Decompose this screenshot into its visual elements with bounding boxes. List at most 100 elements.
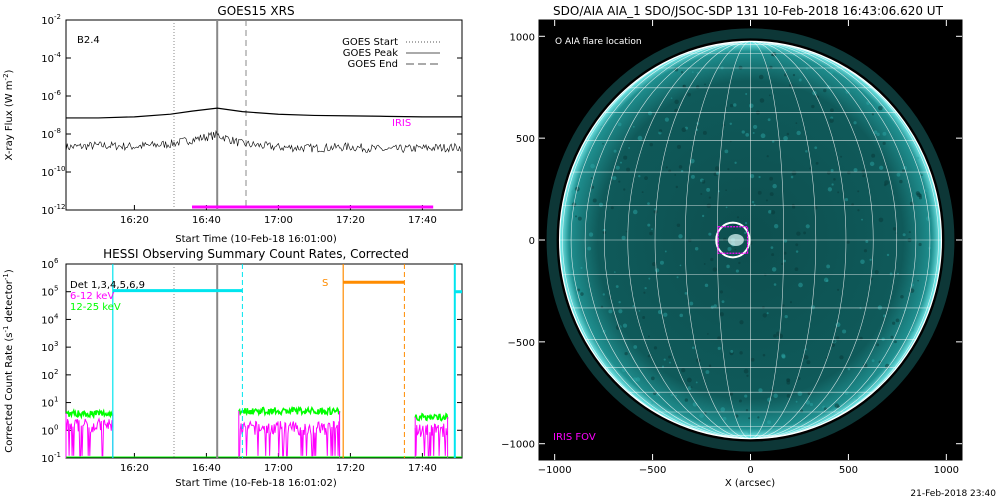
aia-title: SDO/AIA AIA_1 SDO/JSOC-SDP 131 10-Feb-20… [553, 4, 944, 18]
aia-texture-speck [876, 132, 880, 137]
aia-texture-speck [668, 355, 671, 359]
aia-texture-speck [729, 140, 732, 143]
aia-texture-speck [786, 378, 790, 383]
aia-texture-speck [830, 168, 834, 172]
aia-texture-speck [626, 167, 631, 172]
aia-texture-speck [795, 243, 799, 247]
aia-texture-speck [618, 309, 623, 314]
goes-title: GOES15 XRS [217, 4, 294, 18]
aia-texture-speck [807, 391, 811, 396]
aia-texture-speck [600, 125, 603, 128]
aia-texture-speck [876, 343, 880, 347]
aia-texture-speck [861, 169, 866, 174]
aia-texture-speck [752, 131, 755, 134]
aia-texture-speck [647, 354, 651, 358]
aia-texture-speck [695, 381, 698, 384]
aia-texture-speck [846, 240, 850, 244]
aia-texture-speck [908, 231, 911, 234]
aia-texture-speck [675, 185, 679, 189]
aia-ytick-label: 0 [529, 236, 535, 247]
aia-texture-speck [644, 287, 647, 290]
aia-longitude-line [584, 41, 751, 439]
aia-texture-speck [704, 283, 709, 288]
aia-texture-speck [842, 329, 847, 334]
aia-texture-speck [743, 368, 749, 374]
aia-texture-speck [766, 155, 769, 158]
aia-texture-speck [800, 409, 804, 413]
aia-texture-speck [659, 260, 664, 265]
aia-texture-speck [623, 188, 626, 191]
aia-texture-speck [768, 210, 772, 214]
hessi-ytick-label: 10 [41, 288, 54, 299]
aia-texture-speck [862, 174, 866, 178]
aia-texture-speck [831, 183, 834, 186]
aia-longitude-line [750, 41, 817, 439]
aia-texture-speck [865, 239, 869, 243]
hessi-ylabel-part: Corrected Count Rate (s [4, 333, 15, 453]
aia-texture-speck [744, 394, 748, 398]
aia-texture-speck [701, 180, 706, 184]
aia-texture-speck [769, 192, 774, 197]
aia-longitude-line [717, 41, 751, 439]
aia-texture-speck [691, 71, 694, 74]
aia-flare-circle [715, 221, 751, 259]
aia-texture-speck [674, 99, 679, 105]
aia-texture-speck [837, 191, 840, 194]
aia-texture-speck [590, 163, 595, 169]
goes-plot-frame [65, 19, 463, 211]
aia-texture-speck [844, 390, 849, 395]
aia-texture-speck [738, 261, 741, 265]
aia-texture-speck [702, 130, 707, 135]
goes-xtick-label: 16:40 [192, 215, 221, 226]
aia-texture-speck [781, 262, 784, 266]
hessi-ytick-sup: 0 [54, 423, 58, 431]
aia-texture-speck [757, 190, 762, 195]
goes-y-axis-label: X-ray Flux (W m-2) [2, 69, 15, 160]
hessi-ylabel-part: detector [4, 279, 15, 325]
aia-legend-label: O AIA flare location [555, 37, 642, 47]
aia-texture-speck [786, 132, 790, 136]
aia-texture-speck [733, 103, 737, 107]
aia-texture-speck [670, 393, 674, 397]
aia-texture-speck [853, 121, 857, 125]
aia-texture-speck [814, 146, 818, 150]
aia-texture-speck [791, 170, 797, 176]
aia-texture-speck [691, 346, 695, 350]
aia-texture-speck [726, 264, 730, 269]
hessi-12-25kev-line [238, 405, 341, 417]
hessi-x-axis-label: Start Time (10-Feb-18 16:01:02) [175, 478, 337, 489]
aia-texture-speck [602, 142, 604, 145]
aia-longitude-line [562, 41, 751, 439]
goes-ylabel-part: -2 [2, 73, 10, 80]
aia-texture-speck [759, 98, 765, 103]
aia-texture-speck [766, 312, 769, 315]
aia-texture-speck [795, 122, 798, 125]
aia-texture-speck [717, 346, 721, 350]
aia-ytick-label: 500 [516, 134, 535, 145]
aia-texture-speck [664, 250, 667, 253]
aia-texture-speck [670, 97, 673, 99]
aia-texture-speck [869, 161, 875, 167]
hessi-12-25kev-line [65, 408, 114, 420]
aia-texture-speck [725, 206, 728, 209]
aia-texture-speck [665, 166, 668, 169]
aia-texture-speck [674, 67, 679, 72]
aia-texture-speck [751, 200, 755, 204]
aia-texture-speck [794, 267, 799, 271]
aia-texture-speck [684, 398, 689, 402]
aia-iris-fov-label: IRIS FOV [553, 432, 596, 443]
aia-texture-speck [892, 227, 897, 231]
aia-texture-speck [836, 288, 840, 291]
aia-texture-speck [610, 206, 614, 210]
aia-texture-speck [647, 202, 650, 205]
aia-texture-speck [884, 180, 889, 185]
aia-texture-speck [678, 165, 683, 169]
aia-texture-speck [706, 187, 711, 192]
aia-texture-speck [853, 168, 858, 173]
aia-texture-speck [762, 313, 767, 318]
aia-texture-speck [674, 174, 677, 176]
aia-texture-speck [918, 242, 922, 247]
